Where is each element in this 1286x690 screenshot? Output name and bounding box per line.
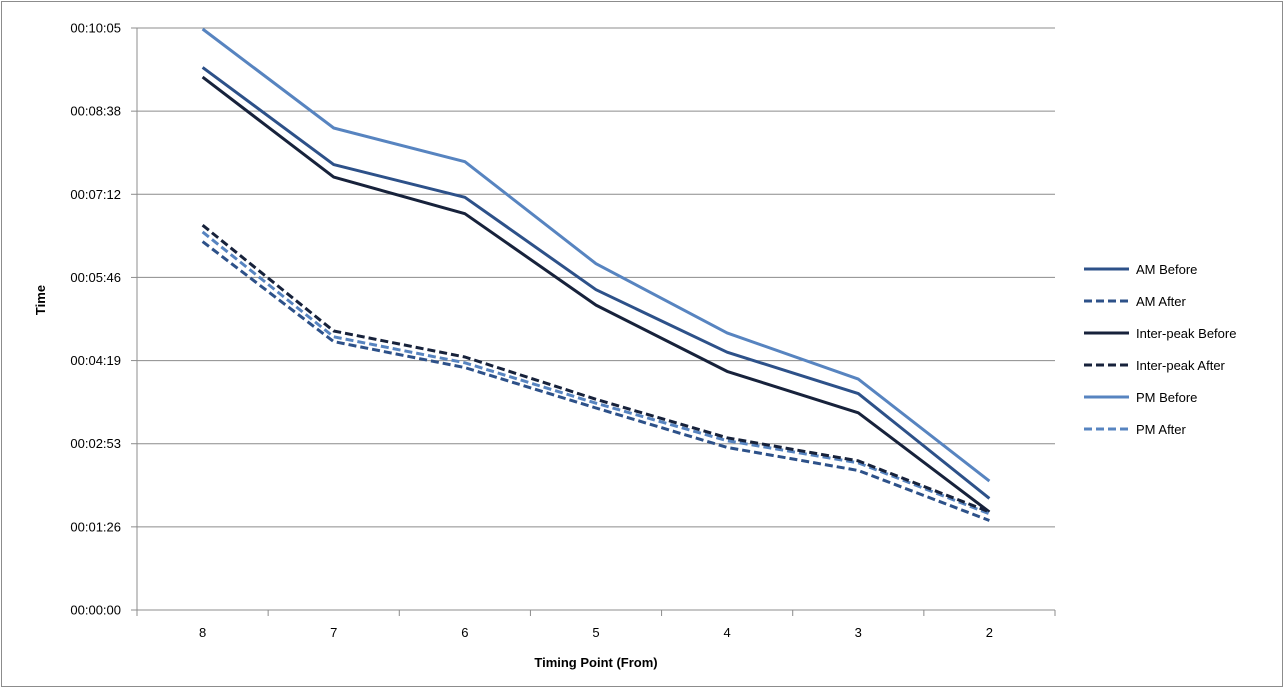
x-tick-label: 3 bbox=[855, 625, 862, 640]
series-line-inter-peak-before bbox=[201, 75, 991, 514]
y-tick-label: 00:01:26 bbox=[70, 519, 121, 534]
y-tick-labels: 00:00:00 00:01:26 00:02:53 00:04:19 00:05:46… bbox=[70, 21, 121, 618]
y-tick-label: 00:10:05 bbox=[70, 21, 121, 36]
legend-label: AM After bbox=[1136, 294, 1187, 309]
y-axis-title: Time bbox=[33, 285, 48, 315]
legend-label: PM Before bbox=[1136, 390, 1197, 405]
series-line-pm-before bbox=[201, 27, 991, 483]
axes bbox=[136, 28, 1056, 616]
series-line-pm-after bbox=[201, 230, 990, 516]
y-tick-label: 00:00:00 bbox=[70, 603, 121, 618]
x-tick-label: 5 bbox=[592, 625, 599, 640]
series-line-am-before bbox=[201, 66, 991, 500]
y-tick-label: 00:02:53 bbox=[70, 436, 121, 451]
y-tick-label: 00:05:46 bbox=[70, 270, 121, 285]
x-tick-labels: 8 7 6 5 4 3 2 bbox=[199, 625, 993, 640]
x-axis-title: Timing Point (From) bbox=[534, 655, 657, 670]
y-tick-label: 00:07:12 bbox=[70, 187, 121, 202]
series-line-inter-peak-after bbox=[201, 224, 990, 514]
x-tick-label: 7 bbox=[330, 625, 337, 640]
legend: AM Before AM After Inter-peak Before Inter-… bbox=[1084, 262, 1236, 437]
x-tick-label: 8 bbox=[199, 625, 206, 640]
series-lines bbox=[201, 27, 991, 522]
y-tick-label: 00:08:38 bbox=[70, 104, 121, 119]
series-line-am-after bbox=[201, 240, 990, 522]
y-tick-label: 00:04:19 bbox=[70, 353, 121, 368]
legend-label: PM After bbox=[1136, 422, 1187, 437]
x-tick-label: 2 bbox=[986, 625, 993, 640]
legend-label: Inter-peak Before bbox=[1136, 326, 1236, 341]
legend-label: Inter-peak After bbox=[1136, 358, 1226, 373]
x-tick-label: 4 bbox=[724, 625, 731, 640]
x-tick-label: 6 bbox=[461, 625, 468, 640]
legend-label: AM Before bbox=[1136, 262, 1197, 277]
gridlines bbox=[131, 27, 1055, 611]
